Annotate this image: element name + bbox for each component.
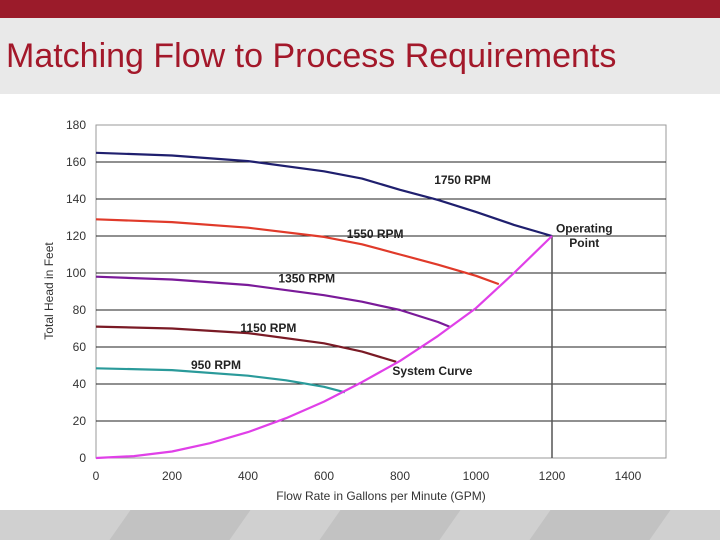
- curve-labels: 1750 RPM 1550 RPM 1350 RPM 1150 RPM 950 RPM S…: [191, 173, 613, 378]
- curve-label: 1350 RPM: [278, 271, 335, 285]
- y-tick-label: 80: [73, 303, 87, 317]
- slide-title: Matching Flow to Process Requirements: [6, 37, 617, 75]
- curve-label: Operating: [556, 221, 613, 235]
- curve-label: 1150 RPM: [240, 321, 296, 335]
- plot-area: [95, 124, 667, 459]
- top-accent-bar: [0, 0, 720, 18]
- y-tick-label: 180: [66, 118, 86, 132]
- x-tick-label: 600: [314, 469, 334, 483]
- y-tick-label: 60: [73, 340, 87, 354]
- curve-label: 950 RPM: [191, 358, 241, 372]
- series-line-1550-rpm: [95, 218, 500, 286]
- x-tick-label: 800: [390, 469, 410, 483]
- x-tick-label: 200: [162, 469, 182, 483]
- title-band: [0, 18, 720, 94]
- curve-label: Point: [569, 236, 599, 250]
- series-line-1350-rpm: [95, 275, 450, 328]
- y-tick-label: 40: [73, 377, 87, 391]
- y-tick-label: 100: [66, 266, 86, 280]
- series-line-1150-rpm: [95, 325, 397, 363]
- x-axis-label: Flow Rate in Gallons per Minute (GPM): [276, 489, 485, 503]
- x-tick-label: 400: [238, 469, 258, 483]
- y-tick-label: 20: [73, 414, 87, 428]
- gridlines: [96, 161, 666, 422]
- y-tick-label: 120: [66, 229, 86, 243]
- x-tick-label: 1400: [615, 469, 642, 483]
- x-tick-label: 1000: [463, 469, 490, 483]
- series-line-system-curve: [95, 235, 553, 460]
- curve-label: 1550 RPM: [347, 227, 404, 241]
- y-tick-label: 0: [79, 451, 86, 465]
- y-axis-label: Total Head in Feet: [42, 242, 56, 340]
- series-lines: [95, 151, 553, 460]
- footer-band: [0, 510, 720, 540]
- series-line-950-rpm: [95, 367, 346, 394]
- x-tick-label: 0: [93, 469, 100, 483]
- curve-label: 1750 RPM: [434, 173, 491, 187]
- y-tick-labels: 0 20 40 60 80 100 120 140 160 180: [66, 118, 86, 465]
- y-tick-label: 160: [66, 155, 86, 169]
- x-tick-labels: 0 200 400 600 800 1000 1200 1400: [93, 469, 642, 483]
- curve-label: System Curve: [392, 364, 472, 378]
- x-tick-label: 1200: [539, 469, 566, 483]
- series-line-1750-rpm: [95, 151, 553, 238]
- y-tick-label: 140: [66, 192, 86, 206]
